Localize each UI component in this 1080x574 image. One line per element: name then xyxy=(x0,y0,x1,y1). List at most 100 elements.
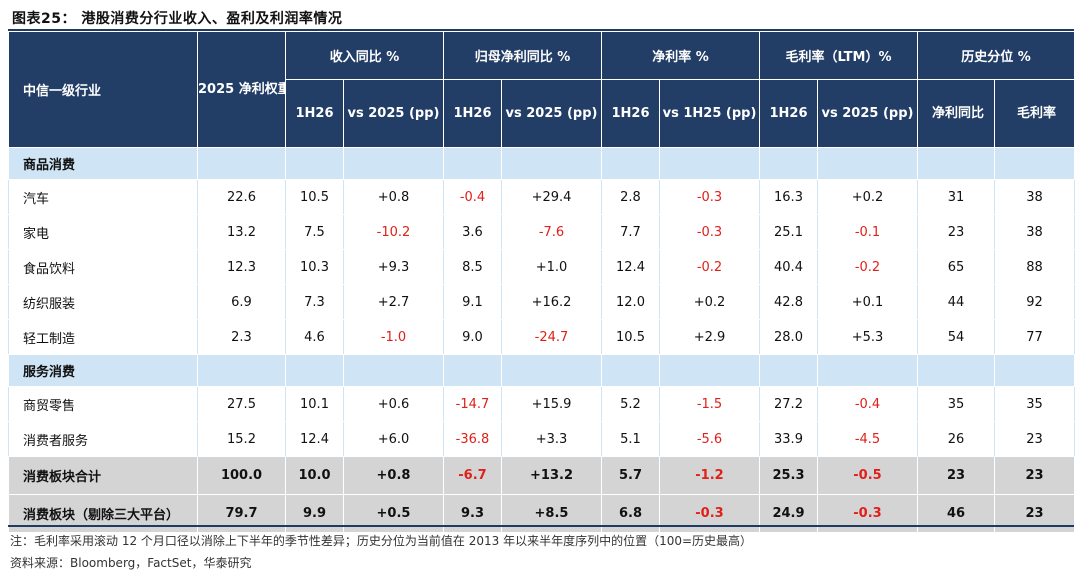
table-cell: 35 xyxy=(917,386,995,422)
section-cell xyxy=(759,147,818,180)
table-cell: 38 xyxy=(994,179,1075,215)
section-cell xyxy=(994,147,1075,180)
table-cell: 10.1 xyxy=(285,386,344,422)
table-cell: 8.5 xyxy=(443,249,502,285)
table-cell: 2.8 xyxy=(601,179,660,215)
table-cell: 23 xyxy=(917,456,995,495)
table-cell: 27.2 xyxy=(759,386,818,422)
table-row: 商贸零售 27.5 10.1 +0.6 -14.7 +15.9 5.2 -1.5 27.2 -0.… xyxy=(8,386,1075,422)
table-cell: -0.5 xyxy=(817,456,918,495)
header-nm-1h: 1H26 xyxy=(601,79,660,148)
table-cell: 15.2 xyxy=(197,421,286,457)
table-cell: 16.3 xyxy=(759,179,818,215)
table-row: 纺织服装 6.9 7.3 +2.7 9.1 +16.2 12.0 +0.2 42.8 +0.1 44… xyxy=(8,284,1075,320)
section-cell xyxy=(443,147,502,180)
section-cell xyxy=(343,147,444,180)
row-label: 纺织服装 xyxy=(8,284,198,320)
table-cell: 25.1 xyxy=(759,214,818,250)
header-revenue-group: 收入同比 % xyxy=(285,31,444,80)
table-cell: -4.5 xyxy=(817,421,918,457)
table-cell: 2.3 xyxy=(197,319,286,355)
table-cell: 13.2 xyxy=(197,214,286,250)
table-cell: 44 xyxy=(917,284,995,320)
table-cell: -10.2 xyxy=(343,214,444,250)
table-cell: 12.4 xyxy=(285,421,344,457)
section-header-row: 商品消费 xyxy=(8,147,1075,180)
table-cell: 10.0 xyxy=(285,456,344,495)
table-cell: -1.5 xyxy=(659,386,760,422)
table-cell: 31 xyxy=(917,179,995,215)
row-label: 家电 xyxy=(8,214,198,250)
top-rule xyxy=(8,29,1074,31)
row-label: 轻工制造 xyxy=(8,319,198,355)
table-cell: 10.3 xyxy=(285,249,344,285)
table-cell: 5.1 xyxy=(601,421,660,457)
section-title: 服务消费 xyxy=(8,354,198,387)
section-cell xyxy=(601,354,660,387)
section-cell xyxy=(759,354,818,387)
table-cell: 28.0 xyxy=(759,319,818,355)
table-cell: 5.7 xyxy=(601,456,660,495)
section-cell xyxy=(659,354,760,387)
table-cell: -0.3 xyxy=(659,214,760,250)
table-cell: 23 xyxy=(917,214,995,250)
table-cell: 38 xyxy=(994,214,1075,250)
table-cell: 6.9 xyxy=(197,284,286,320)
table-cell: 77 xyxy=(994,319,1075,355)
data-table: 中信一级行业 2025 净利权重 % 收入同比 % 归母净利同比 % 净利率 %… xyxy=(8,31,1075,533)
section-cell xyxy=(501,354,602,387)
section-header-row: 服务消费 xyxy=(8,354,1075,387)
source-note: 资料来源：Bloomberg，FactSet，华泰研究 xyxy=(10,556,252,570)
header-gm-1h: 1H26 xyxy=(759,79,818,148)
table-cell: 9.1 xyxy=(443,284,502,320)
row-label: 商贸零售 xyxy=(8,386,198,422)
table-cell: 40.4 xyxy=(759,249,818,285)
table-cell: 35 xyxy=(994,386,1075,422)
section-cell xyxy=(917,354,995,387)
header-profit-group: 归母净利同比 % xyxy=(443,31,602,80)
table-cell: +1.0 xyxy=(501,249,602,285)
table-cell: 7.7 xyxy=(601,214,660,250)
table-cell: 25.3 xyxy=(759,456,818,495)
section-cell xyxy=(601,147,660,180)
header-gm-vs: vs 2025 (pp) xyxy=(817,79,918,148)
table-row: 汽车 22.6 10.5 +0.8 -0.4 +29.4 2.8 -0.3 16.3 +0.2 31… xyxy=(8,179,1075,215)
row-label: 汽车 xyxy=(8,179,198,215)
table-cell: 5.2 xyxy=(601,386,660,422)
table-cell: +16.2 xyxy=(501,284,602,320)
table-cell: 88 xyxy=(994,249,1075,285)
table-cell: 12.0 xyxy=(601,284,660,320)
header-pct-nm: 净利同比 xyxy=(917,79,995,148)
table-cell: -1.2 xyxy=(659,456,760,495)
table-cell: -0.1 xyxy=(817,214,918,250)
table-cell: 33.9 xyxy=(759,421,818,457)
table-cell: 100.0 xyxy=(197,456,286,495)
header-weight: 2025 净利权重 % xyxy=(197,31,286,148)
section-cell xyxy=(917,147,995,180)
table-row: 轻工制造 2.3 4.6 -1.0 9.0 -24.7 10.5 +2.9 28.0 +5.3 54… xyxy=(8,319,1075,355)
section-cell xyxy=(343,354,444,387)
table-cell: +13.2 xyxy=(501,456,602,495)
table-cell: 54 xyxy=(917,319,995,355)
table-cell: 4.6 xyxy=(285,319,344,355)
table-cell: 26 xyxy=(917,421,995,457)
table-cell: -0.3 xyxy=(659,179,760,215)
table-cell: -5.6 xyxy=(659,421,760,457)
table-cell: 65 xyxy=(917,249,995,285)
table-cell: 7.5 xyxy=(285,214,344,250)
table-cell: +0.1 xyxy=(817,284,918,320)
table-cell: -0.4 xyxy=(817,386,918,422)
table-cell: 23 xyxy=(994,456,1075,495)
table-cell: 9.0 xyxy=(443,319,502,355)
header-profit-1h: 1H26 xyxy=(443,79,502,148)
table-cell: +29.4 xyxy=(501,179,602,215)
section-cell xyxy=(285,354,344,387)
table-cell: -36.8 xyxy=(443,421,502,457)
header-nm-vs: vs 1H25 (pp) xyxy=(659,79,760,148)
table-cell: +2.7 xyxy=(343,284,444,320)
table-row: 家电 13.2 7.5 -10.2 3.6 -7.6 7.7 -0.3 25.1 -0.1 23 38 xyxy=(8,214,1075,250)
table-cell: 10.5 xyxy=(285,179,344,215)
section-cell xyxy=(285,147,344,180)
header-industry: 中信一级行业 xyxy=(8,31,198,148)
table-cell: 42.8 xyxy=(759,284,818,320)
